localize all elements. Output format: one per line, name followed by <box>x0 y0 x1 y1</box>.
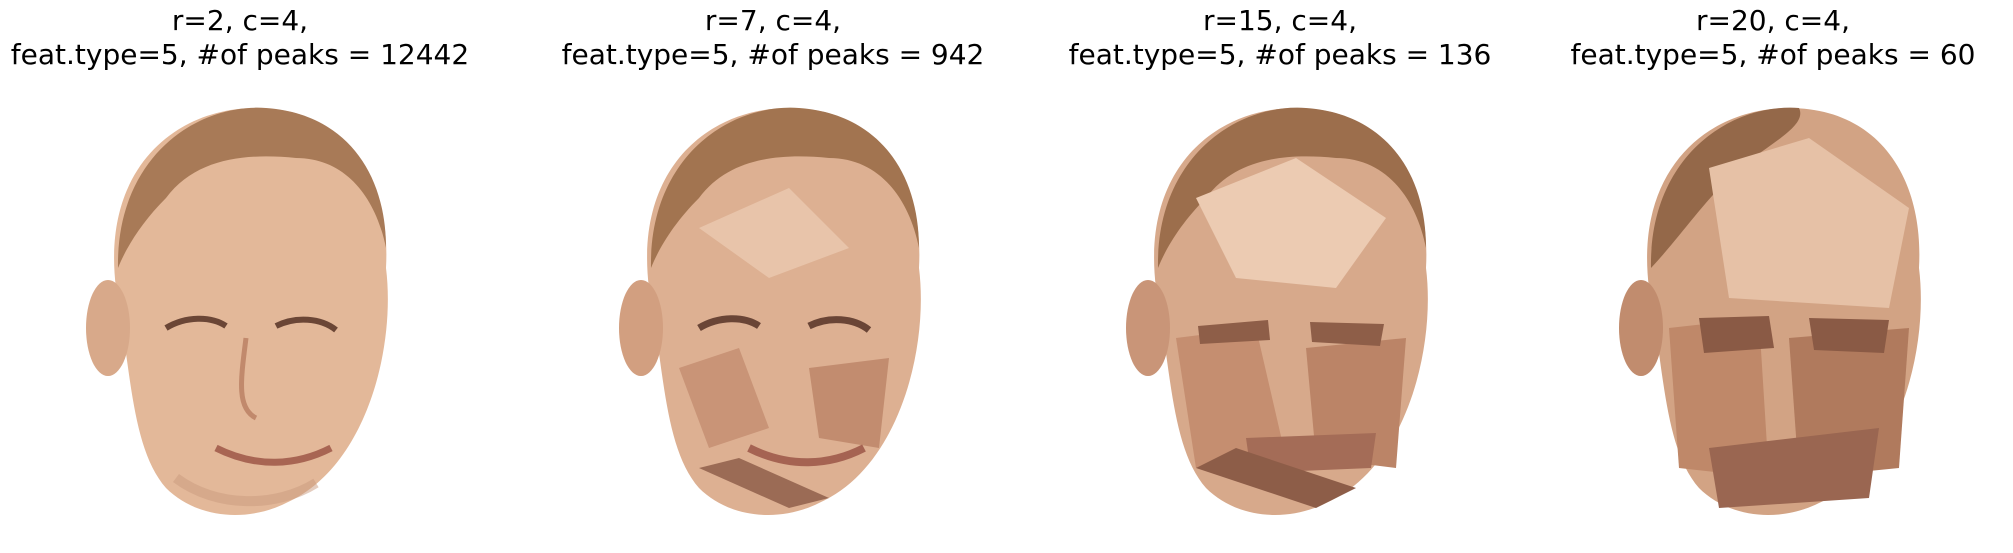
panel-r2: r=2, c=4, feat.type=5, #of peaks = 12442 <box>0 0 480 553</box>
title-line-1: r=7, c=4, <box>704 4 842 37</box>
panel-r7: r=7, c=4, feat.type=5, #of peaks = 942 <box>533 0 1013 553</box>
title-line-1: r=20, c=4, <box>1696 4 1850 37</box>
panel-title: r=15, c=4, feat.type=5, #of peaks = 136 <box>1040 4 1520 72</box>
face-image <box>1126 107 1428 515</box>
panel-title: r=2, c=4, feat.type=5, #of peaks = 12442 <box>0 4 480 72</box>
title-line-2: feat.type=5, #of peaks = 942 <box>561 38 985 71</box>
panel-r15: r=15, c=4, feat.type=5, #of peaks = 136 <box>1040 0 1520 553</box>
panel-title: r=7, c=4, feat.type=5, #of peaks = 942 <box>533 4 1013 72</box>
title-line-1: r=15, c=4, <box>1203 4 1357 37</box>
face-image <box>619 107 921 515</box>
title-line-2: feat.type=5, #of peaks = 12442 <box>10 38 470 71</box>
title-line-2: feat.type=5, #of peaks = 136 <box>1068 38 1492 71</box>
title-line-2: feat.type=5, #of peaks = 60 <box>1570 38 1976 71</box>
face-image <box>1619 107 1921 515</box>
face-image <box>86 107 388 515</box>
panel-r20: r=20, c=4, feat.type=5, #of peaks = 60 <box>1533 0 2013 553</box>
title-line-1: r=2, c=4, <box>171 4 309 37</box>
panel-title: r=20, c=4, feat.type=5, #of peaks = 60 <box>1533 4 2013 72</box>
